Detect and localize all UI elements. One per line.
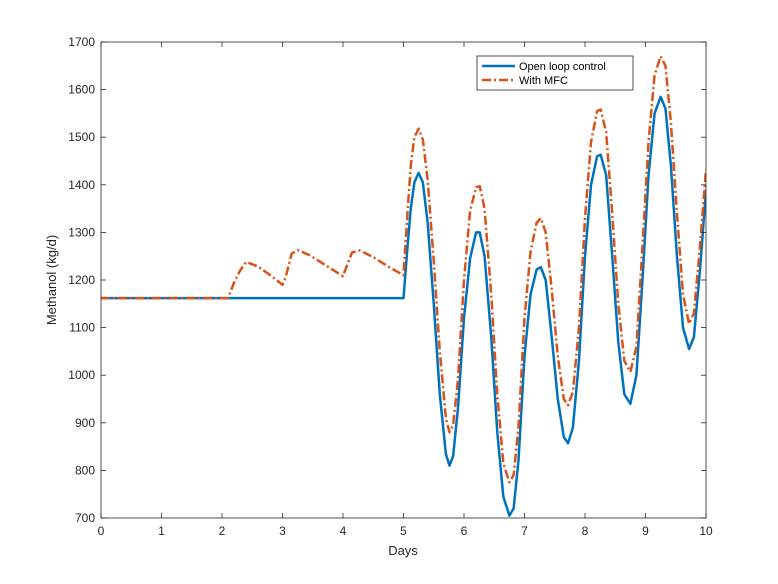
y-tick-label: 1500 [68, 130, 95, 144]
legend-entry-with-mfc: With MFC [519, 75, 568, 87]
y-tick-label: 1100 [69, 321, 95, 335]
y-tick-label: 800 [75, 463, 95, 477]
plot-area [101, 42, 706, 518]
x-tick-label: 4 [340, 524, 347, 538]
y-tick-label: 1200 [68, 273, 95, 287]
x-axis-label: Days [388, 543, 418, 558]
x-tick-label: 3 [279, 524, 286, 538]
y-tick-label: 700 [75, 511, 95, 525]
x-tick-label: 0 [98, 524, 105, 538]
y-tick-label: 1400 [68, 178, 95, 192]
y-tick-label: 1300 [68, 225, 95, 239]
x-tick-label: 9 [642, 524, 649, 538]
y-tick-label: 1700 [68, 35, 95, 49]
y-tick-label: 1000 [68, 368, 95, 382]
y-axis-label: Methanol (kg/d) [44, 235, 59, 325]
x-tick-label: 2 [219, 524, 226, 538]
x-axis: 0 1 2 3 4 5 6 7 8 9 10 [98, 42, 713, 538]
legend-box [476, 55, 634, 91]
series-line-with-mfc [101, 55, 706, 484]
y-tick-label: 900 [75, 416, 95, 430]
y-axis: 700 800 900 1000 1100 1200 1300 1400 1500 1600 170… [68, 35, 706, 525]
legend-entry-open-loop-control: Open loop control [519, 61, 606, 73]
x-tick-label: 7 [521, 524, 528, 538]
legend: Open loop control With MFC [476, 55, 634, 91]
x-tick-label: 8 [582, 524, 589, 538]
x-tick-label: 1 [158, 524, 165, 538]
series-layer [101, 55, 706, 517]
series-line-open-loop-control [101, 95, 706, 517]
x-tick-label: 10 [699, 524, 713, 538]
x-tick-label: 5 [400, 524, 407, 538]
y-tick-label: 1600 [68, 83, 95, 97]
x-tick-label: 6 [461, 524, 468, 538]
